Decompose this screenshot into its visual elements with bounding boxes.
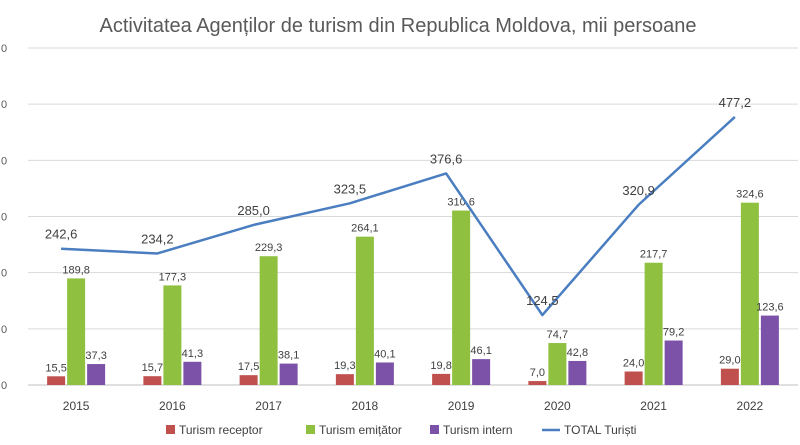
bar-data-label: 7,0: [530, 367, 545, 379]
bar: [259, 256, 278, 385]
bar-data-label: 29,0: [719, 355, 740, 367]
bar-data-label: 79,2: [663, 327, 684, 339]
line-data-label: 320,9: [622, 183, 655, 198]
x-axis-ticks: 2015 2016 2017 2018 2019 2020 2021 2022: [63, 399, 764, 413]
bar: [432, 373, 451, 385]
bar-data-label: 41,3: [182, 348, 203, 360]
bar: [335, 374, 354, 385]
legend-label: Turism emițător: [319, 423, 402, 437]
bar: [548, 343, 567, 385]
bar: [664, 340, 683, 385]
bar-data-label: 15,7: [142, 362, 163, 374]
bar: [528, 381, 547, 385]
bar: [760, 315, 779, 385]
bar-data-label: 229,3: [255, 242, 283, 254]
bar: [67, 278, 86, 385]
bar: [375, 362, 394, 385]
legend: Turism receptor Turism emițător Turism int…: [166, 423, 636, 437]
bar: [740, 202, 759, 385]
bar-data-label: 17,5: [238, 361, 259, 373]
total-line-path: [61, 116, 736, 317]
legend-swatch: [306, 425, 315, 434]
bar-data-label: 217,7: [640, 249, 668, 261]
total-line: 242,6 234,2 285,0 323,5 376,6 124,5 320,9 477,2: [45, 95, 752, 317]
bar-data-label: 74,7: [547, 329, 568, 341]
bar: [279, 363, 298, 385]
y-tick-label: 0: [1, 268, 7, 280]
bar: [452, 210, 471, 385]
gridlines: [28, 47, 798, 386]
x-tick-label: 2019: [448, 399, 475, 413]
bars: 15,5 15,7 17,5 19,3 19,8 7,0 24,0 29,0 189,8 177,…: [45, 189, 784, 385]
legend-label: TOTAL Turiști: [564, 423, 636, 437]
y-tick-label: 0: [1, 324, 7, 336]
line-data-label: 234,2: [141, 231, 174, 246]
bar: [568, 360, 587, 385]
line-data-label: 242,6: [45, 227, 78, 242]
line-data-label: 285,0: [237, 203, 270, 218]
bar-data-label: 19,3: [334, 360, 355, 372]
bar: [355, 236, 374, 385]
bar: [143, 376, 162, 385]
y-tick-label: 0: [1, 99, 7, 111]
legend-label: Turism receptor: [179, 423, 263, 437]
bar-data-label: 42,8: [567, 347, 588, 359]
bar: [163, 285, 182, 385]
bar-data-label: 310,6: [447, 197, 475, 209]
line-data-label: 124,5: [526, 293, 559, 308]
legend-swatch: [166, 425, 175, 434]
bar-data-label: 123,6: [756, 302, 784, 314]
x-tick-label: 2015: [63, 399, 90, 413]
bar: [644, 262, 663, 385]
x-tick-label: 2016: [159, 399, 186, 413]
line-data-label: 323,5: [334, 181, 367, 196]
bar-data-label: 189,8: [62, 264, 90, 276]
chart-title: Activitatea Agenților de turism din Repu…: [100, 15, 697, 37]
bar: [87, 364, 106, 385]
x-tick-label: 2018: [352, 399, 379, 413]
x-tick-label: 2020: [544, 399, 571, 413]
y-axis-ticks: 0 0 0 0 0 0 0: [1, 43, 7, 392]
legend-swatch: [430, 425, 439, 434]
bar: [183, 361, 202, 385]
bar-data-label: 46,1: [470, 345, 491, 357]
x-tick-label: 2022: [737, 399, 764, 413]
bar: [624, 371, 643, 385]
bar-data-label: 19,8: [430, 360, 451, 372]
bar-data-label: 177,3: [159, 271, 187, 283]
y-tick-label: 0: [1, 155, 7, 167]
y-tick-label: 0: [1, 43, 7, 55]
x-tick-label: 2021: [640, 399, 667, 413]
line-data-label: 477,2: [719, 95, 752, 110]
y-tick-label: 0: [1, 212, 7, 224]
bar-data-label: 38,1: [278, 350, 299, 362]
bar-data-label: 24,0: [623, 358, 644, 370]
y-tick-label: 0: [1, 380, 7, 392]
bar: [239, 375, 258, 385]
bar-data-label: 15,5: [45, 362, 66, 374]
line-data-label: 376,6: [430, 151, 463, 166]
bar-data-label: 37,3: [85, 350, 106, 362]
bar: [47, 376, 66, 385]
bar-data-label: 324,6: [736, 189, 764, 201]
bar-data-label: 40,1: [374, 348, 395, 360]
bar-data-label: 264,1: [351, 223, 379, 235]
legend-label: Turism intern: [443, 423, 513, 437]
x-tick-label: 2017: [255, 399, 282, 413]
bar: [472, 359, 491, 385]
bar: [720, 368, 739, 385]
